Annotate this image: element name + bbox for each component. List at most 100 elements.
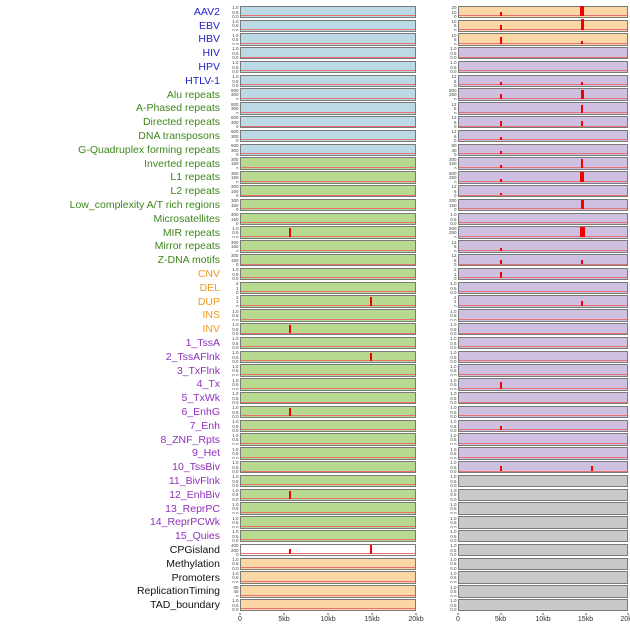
y-tick-label: 0.0: [232, 55, 239, 60]
signal-spike: [581, 81, 584, 86]
y-tick-label: 0: [235, 290, 239, 294]
track-row: 4_Tx 1.0 0.5 0.0 1.0 0.5 0.0: [1, 378, 628, 392]
y-tick-label: 0.5: [232, 533, 239, 539]
track-label: 8_ZNF_Rpts: [160, 433, 220, 446]
y-tick-label: 0.0: [450, 317, 457, 322]
track-row: TAD_boundary 1.0 0.5 0.0 1.0 0.5 0.0: [1, 598, 628, 612]
y-tick-label: 0.0: [232, 510, 239, 515]
y-tick-label: 1.0: [232, 516, 239, 521]
y-tick-label: 0.0: [450, 565, 457, 570]
signal-baseline: [459, 84, 627, 86]
y-axis-ticks: 12 6 0: [442, 254, 458, 266]
signal-spike: [500, 151, 502, 155]
track-row: Microsatellites 300 150 0 1.0 0.5 0.0: [1, 212, 628, 226]
y-axis-ticks: 1.0 0.5 0.0: [442, 406, 458, 418]
y-axis-ticks: 1.0 0.5 0.0: [442, 47, 458, 59]
y-axis-ticks: 12 6 0: [442, 103, 458, 115]
track-panel: [458, 336, 628, 350]
y-tick-label: 0.5: [232, 271, 239, 277]
y-tick-label: 0.0: [232, 276, 239, 280]
x-tick-mark: [500, 612, 501, 615]
y-tick-label: 150: [230, 257, 239, 263]
track-panel: [458, 295, 628, 308]
track-row: Z-DNA motifs 300 150 0 12 6 0: [1, 253, 628, 267]
track-row: DEL 2 1 0 1.0 0.5 0.0: [1, 281, 628, 295]
track-row: Methylation 1.0 0.5 0.0 1.0 0.5 0.0: [1, 557, 628, 571]
y-tick-label: 300: [448, 199, 457, 204]
y-tick-label: 0.0: [232, 441, 239, 446]
y-tick-label: 150: [448, 161, 457, 167]
y-axis-ticks: 1.0 0.5 0.0: [442, 392, 458, 404]
y-axis-ticks: 1.0 0.5 0.0: [224, 310, 240, 322]
signal-spike: [500, 465, 502, 472]
track-row: 9_Het 1.0 0.5 0.0 1.0 0.5 0.0: [1, 447, 628, 461]
track-label: 5_TxWk: [181, 392, 220, 405]
y-tick-label: 1.0: [232, 75, 239, 80]
signal-spike: [288, 227, 291, 237]
y-tick-label: 300: [230, 106, 239, 112]
x-tick-label: 15kb: [577, 615, 594, 623]
track-row: HBV 1.0 0.5 0.0 10 5 0: [1, 33, 628, 47]
y-tick-label: 150: [448, 202, 457, 208]
signal-baseline: [241, 594, 415, 596]
y-tick-label: 1.0: [450, 571, 457, 576]
track-panel: [458, 461, 628, 474]
y-tick-label: 0: [453, 248, 457, 253]
y-tick-label: 1.0: [450, 557, 457, 562]
y-tick-label: 0.5: [450, 478, 457, 484]
y-tick-label: 0: [453, 138, 457, 142]
track-panel: [458, 185, 628, 198]
y-axis-ticks: 1.0 0.5 0.0: [224, 406, 240, 418]
y-tick-label: 0.0: [450, 455, 457, 460]
y-tick-label: 1.0: [450, 585, 457, 590]
signal-baseline: [241, 84, 415, 86]
y-tick-label: 6: [453, 106, 457, 112]
track-panel: [458, 419, 628, 432]
y-tick-label: 1.0: [232, 61, 239, 66]
signal-spike: [369, 352, 372, 362]
track-panel: [240, 309, 416, 322]
y-axis-ticks: 1.0 0.5 0.0: [224, 599, 240, 611]
y-tick-label: 0.0: [232, 83, 239, 87]
y-axis-ticks: 1.0 0.5 0.0: [224, 6, 240, 18]
y-axis-ticks: 400 200 0: [224, 544, 240, 556]
signal-baseline: [241, 111, 415, 113]
track-panel: [240, 185, 416, 198]
track-label: Directed repeats: [142, 116, 220, 129]
y-tick-label: 150: [230, 161, 239, 167]
track-panel: [240, 392, 416, 405]
track-row: CNV 1.0 0.5 0.0 2 1 0: [1, 267, 628, 281]
track-panel: [240, 529, 416, 543]
track-label: Inverted repeats: [144, 157, 220, 170]
track-row: 1_TssA 1.0 0.5 0.0 1.0 0.5 0.0: [1, 336, 628, 350]
y-tick-label: 0: [235, 193, 239, 198]
y-tick-label: 1.0: [450, 599, 457, 604]
y-axis-ticks: 1.0 0.5 0.0: [442, 213, 458, 225]
signal-spike: [369, 545, 372, 555]
y-tick-label: 0.0: [232, 69, 239, 73]
track-panel: [458, 88, 628, 101]
track-label: HIV: [202, 47, 220, 60]
y-tick-label: 0: [453, 83, 457, 87]
y-tick-label: 0.0: [450, 55, 457, 60]
y-tick-label: 500: [448, 226, 457, 231]
track-panel: [458, 309, 628, 322]
track-panel: [240, 585, 416, 598]
y-tick-label: 80: [451, 144, 457, 149]
y-axis-ticks: 1.0 0.5 0.0: [224, 47, 240, 59]
y-tick-label: 250: [448, 92, 457, 98]
y-tick-label: 300: [230, 213, 239, 218]
signal-baseline: [241, 97, 415, 99]
x-axis-right: 0 5kb 10kb 15kb 20kb: [456, 612, 630, 629]
signal-spike: [500, 164, 502, 168]
track-row: Alu repeats 600 300 0 500 250 0: [1, 88, 628, 102]
signal-baseline: [241, 539, 415, 541]
y-tick-label: 0.5: [450, 561, 457, 567]
track-panel: [458, 212, 628, 226]
signal-baseline: [241, 291, 415, 293]
track-panel: [458, 474, 628, 488]
y-tick-label: 200: [230, 547, 239, 553]
y-tick-label: 0: [235, 248, 239, 253]
signal-baseline: [241, 511, 415, 513]
y-tick-label: 0: [453, 193, 457, 198]
